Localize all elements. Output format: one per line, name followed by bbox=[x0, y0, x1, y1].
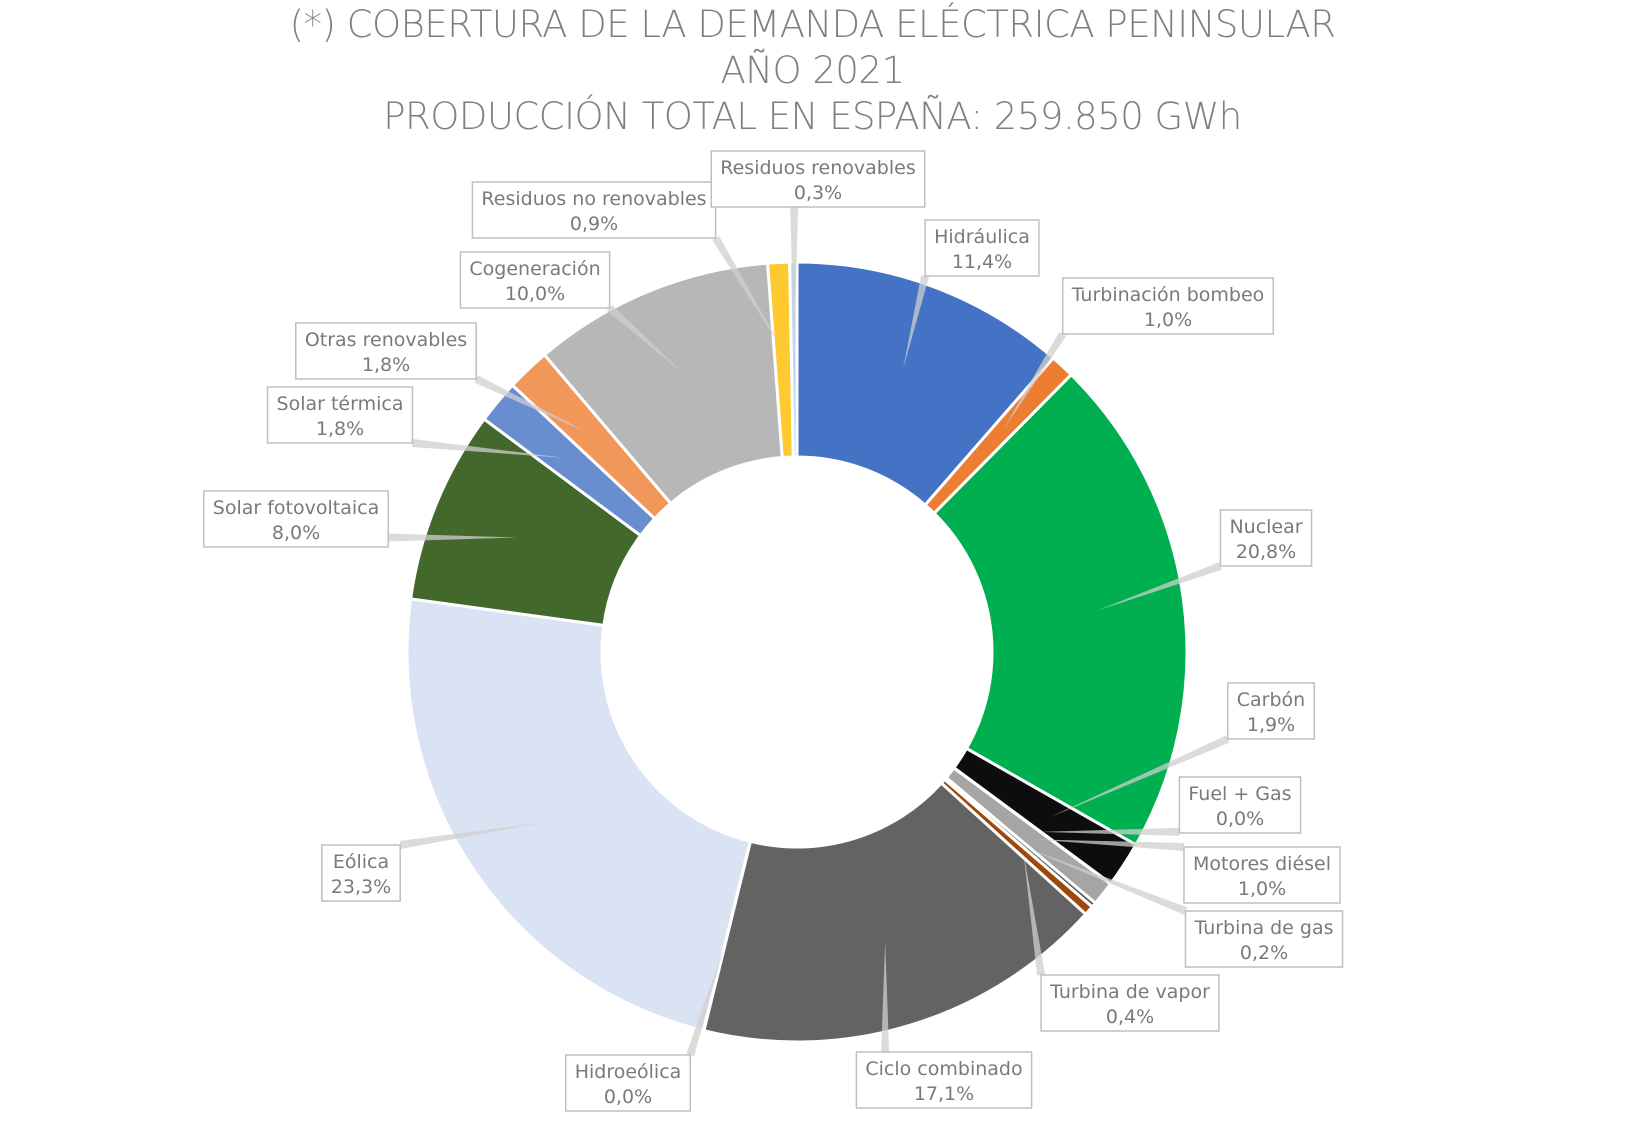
leader-line-nuclear bbox=[1096, 562, 1222, 611]
doughnut-slices bbox=[405, 260, 1189, 1044]
data-label-residuos-renovables: Residuos renovables 0,3% bbox=[710, 150, 926, 208]
label-box bbox=[1178, 776, 1302, 834]
label-category: Ciclo combinado bbox=[865, 1058, 1022, 1080]
leader-lines bbox=[388, 207, 1230, 1057]
label-value: 0,2% bbox=[1240, 942, 1288, 964]
chart-title: (*) COBERTURA DE LA DEMANDA ELÉCTRICA PE… bbox=[0, 2, 1625, 140]
label-value: 1,0% bbox=[1144, 309, 1192, 331]
label-value: 1,0% bbox=[1238, 878, 1286, 900]
label-category: Hidráulica bbox=[934, 226, 1030, 248]
label-box bbox=[710, 150, 926, 208]
label-category: Nuclear bbox=[1229, 516, 1302, 538]
label-box bbox=[1184, 910, 1344, 968]
label-value: 20,8% bbox=[1236, 541, 1296, 563]
data-label-turbina-de-vapor: Turbina de vapor 0,4% bbox=[1040, 974, 1220, 1032]
label-category: Fuel + Gas bbox=[1188, 783, 1291, 805]
data-label-residuos-no-renovables: Residuos no renovables 0,9% bbox=[471, 181, 717, 239]
leader-line-ciclo-combinado bbox=[881, 941, 890, 1052]
data-label-hidroeolica: Hidroeólica 0,0% bbox=[564, 1054, 692, 1112]
leader-line-otras-renovables bbox=[474, 375, 589, 433]
data-label-turbina-de-gas: Turbina de gas 0,2% bbox=[1184, 910, 1344, 968]
label-box bbox=[471, 181, 717, 239]
label-value: 0,3% bbox=[794, 182, 842, 204]
label-category: Turbinación bombeo bbox=[1071, 284, 1265, 306]
label-box bbox=[266, 386, 414, 444]
leader-line-cogeneracion bbox=[606, 305, 683, 373]
label-value: 0,4% bbox=[1106, 1006, 1154, 1028]
label-value: 1,8% bbox=[362, 354, 410, 376]
label-box bbox=[203, 490, 389, 548]
label-box bbox=[295, 322, 477, 380]
leader-line-hidroeolica bbox=[686, 945, 725, 1057]
label-box bbox=[1061, 277, 1275, 335]
data-label-turbinacion-bombeo: Turbinación bombeo 1,0% bbox=[1061, 277, 1275, 335]
label-value: 17,1% bbox=[914, 1083, 974, 1105]
leader-line-fuel-gas bbox=[1040, 827, 1180, 836]
label-value: 0,9% bbox=[570, 213, 618, 235]
label-category: Turbina de vapor bbox=[1049, 981, 1210, 1003]
leader-line-turbina-de-vapor bbox=[1023, 852, 1046, 976]
label-box bbox=[1040, 974, 1220, 1032]
label-category: Hidroeólica bbox=[575, 1061, 682, 1083]
label-category: Eólica bbox=[333, 851, 389, 873]
leader-line-turbina-de-gas bbox=[1027, 848, 1187, 915]
label-value: 10,0% bbox=[505, 283, 565, 305]
leader-line-solar-fotovoltaica bbox=[388, 533, 518, 542]
label-category: Solar fotovoltaica bbox=[213, 497, 379, 519]
data-label-otras-renovables: Otras renovables 1,8% bbox=[295, 322, 477, 380]
leader-line-eolica bbox=[399, 821, 547, 849]
data-labels: Hidráulica 11,4% Turbinación bombeo 1,0% Nuc… bbox=[203, 150, 1344, 1112]
leader-line-motores-diesel bbox=[1034, 839, 1185, 851]
slice-eolica bbox=[405, 597, 753, 1033]
label-value: 8,0% bbox=[272, 522, 320, 544]
label-box bbox=[855, 1051, 1033, 1109]
label-category: Motores diésel bbox=[1193, 853, 1331, 875]
label-box bbox=[1219, 509, 1313, 567]
leader-line-hidraulica bbox=[903, 275, 930, 369]
label-category: Turbina de gas bbox=[1193, 917, 1333, 939]
data-label-motores-diesel: Motores diésel 1,0% bbox=[1183, 846, 1341, 904]
leader-line-carbon bbox=[1050, 735, 1230, 818]
label-category: Otras renovables bbox=[305, 329, 467, 351]
label-category: Residuos no renovables bbox=[481, 188, 706, 210]
leader-line-residuos-renovables bbox=[790, 207, 799, 350]
slice-ciclo-combinado bbox=[701, 780, 1088, 1044]
label-value: 1,8% bbox=[316, 418, 364, 440]
label-box bbox=[321, 844, 401, 902]
leader-line-turbinacion-bombeo bbox=[1002, 331, 1067, 431]
chart-title-line-3: PRODUCCIÓN TOTAL EN ESPAÑA: 259.850 GWh bbox=[383, 95, 1242, 138]
data-label-hidraulica: Hidráulica 11,4% bbox=[924, 219, 1040, 277]
data-label-nuclear: Nuclear 20,8% bbox=[1219, 509, 1313, 567]
label-category: Carbón bbox=[1237, 689, 1305, 711]
label-value: 11,4% bbox=[952, 251, 1012, 273]
label-category: Solar térmica bbox=[277, 393, 404, 415]
data-label-carbon: Carbón 1,9% bbox=[1227, 682, 1315, 740]
data-label-eolica: Eólica 23,3% bbox=[321, 844, 401, 902]
slice-nuclear bbox=[932, 372, 1189, 847]
label-box bbox=[924, 219, 1040, 277]
data-label-solar-fotovoltaica: Solar fotovoltaica 8,0% bbox=[203, 490, 389, 548]
label-category: Cogeneración bbox=[469, 258, 600, 280]
leader-line-solar-termica bbox=[412, 439, 565, 458]
label-value: 23,3% bbox=[331, 876, 391, 898]
label-box bbox=[564, 1054, 692, 1112]
label-value: 1,9% bbox=[1247, 714, 1295, 736]
chart-title-line-2: AÑO 2021 bbox=[720, 49, 905, 92]
label-value: 0,0% bbox=[604, 1086, 652, 1108]
chart-title-line-1: (*) COBERTURA DE LA DEMANDA ELÉCTRICA PE… bbox=[289, 3, 1336, 46]
leader-line-residuos-no-renovables bbox=[712, 235, 783, 350]
data-label-ciclo-combinado: Ciclo combinado 17,1% bbox=[855, 1051, 1033, 1109]
data-label-fuel-gas: Fuel + Gas 0,0% bbox=[1178, 776, 1302, 834]
label-box bbox=[1227, 682, 1315, 740]
data-label-cogeneracion: Cogeneración 10,0% bbox=[459, 251, 611, 309]
label-value: 0,0% bbox=[1216, 808, 1264, 830]
data-label-solar-termica: Solar térmica 1,8% bbox=[266, 386, 414, 444]
label-category: Residuos renovables bbox=[720, 157, 915, 179]
label-box bbox=[1183, 846, 1341, 904]
label-box bbox=[459, 251, 611, 309]
